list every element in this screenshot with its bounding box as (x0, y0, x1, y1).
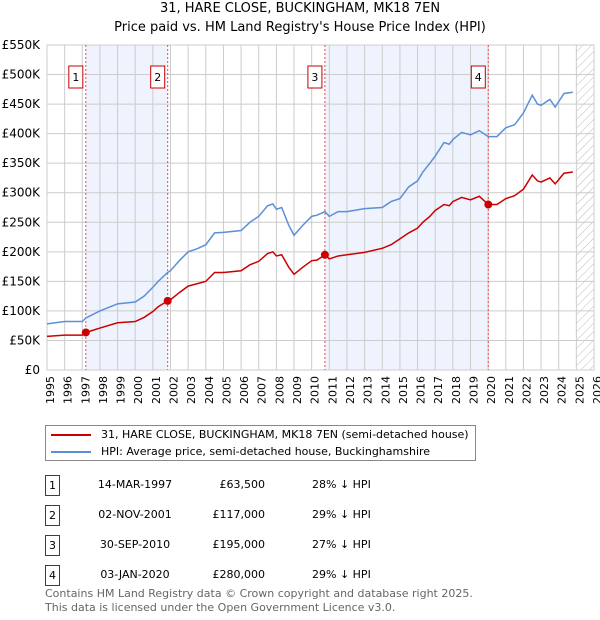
sale-label-box (470, 65, 486, 89)
x-tick-label: 2024 (556, 376, 569, 404)
x-tick-label: 2013 (362, 376, 375, 404)
x-tick-label: 1997 (79, 376, 92, 404)
y-tick-label: £550K (2, 38, 42, 52)
y-tick-label: £0 (25, 363, 40, 377)
sale-number-badge: 2 (45, 505, 60, 526)
x-tick-label: 1998 (97, 376, 110, 404)
hpi-line (46, 91, 573, 325)
sale-label-box (307, 65, 323, 89)
chart-title: 31, HARE CLOSE, BUCKINGHAM, MK18 7EN (159, 1, 441, 16)
sale-hpi-diff: 29% ↓ HPI (312, 568, 371, 581)
sale-point (484, 200, 493, 209)
x-tick-label: 2002 (168, 376, 181, 404)
x-tick-label: 1996 (62, 376, 75, 404)
y-tick-label: £350K (2, 156, 42, 170)
sale-point (163, 296, 172, 305)
sale-date: 03-JAN-2020 (100, 568, 170, 581)
footer-line-2: This data is licensed under the Open Gov… (45, 601, 396, 614)
sale-price: £195,000 (212, 538, 266, 551)
sale-row: 3 30-SEP-2010 £195,000 27% ↓ HPI (45, 535, 445, 556)
sale-date: 14-MAR-1997 (97, 478, 173, 491)
y-tick-label: £200K (2, 245, 42, 259)
sale-label-box (150, 65, 166, 89)
shaded-period (324, 45, 489, 370)
sale-hpi-diff: 29% ↓ HPI (312, 508, 371, 521)
legend-item-property: 31, HARE CLOSE, BUCKINGHAM, MK18 7EN (se… (46, 427, 469, 443)
x-tick-label: 1995 (44, 376, 57, 404)
legend-item-hpi: HPI: Average price, semi-detached house,… (46, 444, 469, 460)
sale-label: 1 (72, 71, 79, 84)
y-tick-label: £100K (2, 304, 42, 318)
x-tick-label: 2019 (467, 376, 480, 404)
y-tick-label: £50K (9, 333, 41, 347)
x-tick-label: 2007 (256, 376, 269, 404)
sale-hpi-diff: 27% ↓ HPI (312, 538, 371, 551)
sale-date: 30-SEP-2010 (99, 538, 171, 551)
sale-label: 3 (311, 71, 318, 84)
y-tick-label: £150K (2, 274, 42, 288)
price-chart: 1995 1996 1997 1998 1999 2000 2001 2002 2003 2004… (2, 38, 600, 404)
sale-row: 1 14-MAR-1997 £63,500 28% ↓ HPI (45, 475, 445, 496)
x-tick-label: 2023 (538, 376, 551, 404)
x-tick-label: 1999 (115, 376, 128, 404)
legend-swatch-red (51, 434, 91, 436)
x-tick-label: 2003 (185, 376, 198, 404)
sale-label: 2 (154, 71, 161, 84)
x-tick-label: 2006 (238, 376, 251, 404)
sale-number-badge: 4 (45, 565, 60, 586)
x-tick-label: 2005 (220, 376, 233, 404)
sale-price: £117,000 (212, 508, 266, 521)
x-tick-label: 2000 (132, 376, 145, 404)
legend-swatch-blue (51, 451, 91, 453)
y-tick-label: £400K (2, 127, 42, 141)
x-tick-label: 2022 (520, 376, 533, 404)
forecast-hatch (576, 45, 594, 370)
x-tick-label: 2018 (450, 376, 463, 404)
x-tick-label: 2009 (291, 376, 304, 404)
sale-number-badge: 3 (45, 535, 60, 556)
y-tick-label: £250K (2, 215, 42, 229)
x-tick-label: 2015 (397, 376, 410, 404)
legend-label: HPI: Average price, semi-detached house,… (101, 445, 431, 458)
x-tick-label: 2026 (591, 376, 600, 404)
x-tick-label: 2010 (309, 376, 322, 404)
sale-label: 4 (475, 71, 482, 84)
x-tick-label: 2004 (203, 376, 216, 404)
chart-subtitle: Price paid vs. HM Land Registry's House … (114, 20, 486, 35)
x-tick-label: 2025 (573, 376, 586, 404)
x-tick-label: 2008 (273, 376, 286, 404)
x-tick-label: 2011 (326, 376, 339, 404)
x-tick-label: 2017 (432, 376, 445, 404)
x-tick-label: 2021 (503, 376, 516, 404)
sale-hpi-diff: 28% ↓ HPI (312, 478, 371, 491)
y-tick-label: £450K (2, 97, 42, 111)
y-tick-label: £500K (2, 68, 42, 82)
sale-number-badge: 1 (45, 475, 60, 496)
x-tick-label: 2016 (415, 376, 428, 404)
legend-label: 31, HARE CLOSE, BUCKINGHAM, MK18 7EN (se… (101, 428, 469, 441)
footer-line-1: Contains HM Land Registry data © Crown c… (45, 587, 473, 600)
sale-price: £280,000 (212, 568, 266, 581)
shaded-period (85, 45, 168, 370)
x-tick-label: 2020 (485, 376, 498, 404)
x-tick-label: 2001 (150, 376, 163, 404)
x-tick-label: 2012 (344, 376, 357, 404)
sale-row: 4 03-JAN-2020 £280,000 29% ↓ HPI (45, 565, 445, 586)
sale-row: 2 02-NOV-2001 £117,000 29% ↓ HPI (45, 505, 445, 526)
sale-date: 02-NOV-2001 (98, 508, 172, 521)
sale-price: £63,500 (219, 478, 266, 491)
sale-point (320, 250, 329, 259)
legend: 31, HARE CLOSE, BUCKINGHAM, MK18 7EN (se… (45, 425, 476, 461)
plot-border (46, 44, 595, 371)
sale-point (81, 328, 90, 337)
sale-label-box (68, 65, 84, 89)
x-tick-label: 2014 (379, 376, 392, 404)
y-tick-label: £300K (2, 186, 42, 200)
